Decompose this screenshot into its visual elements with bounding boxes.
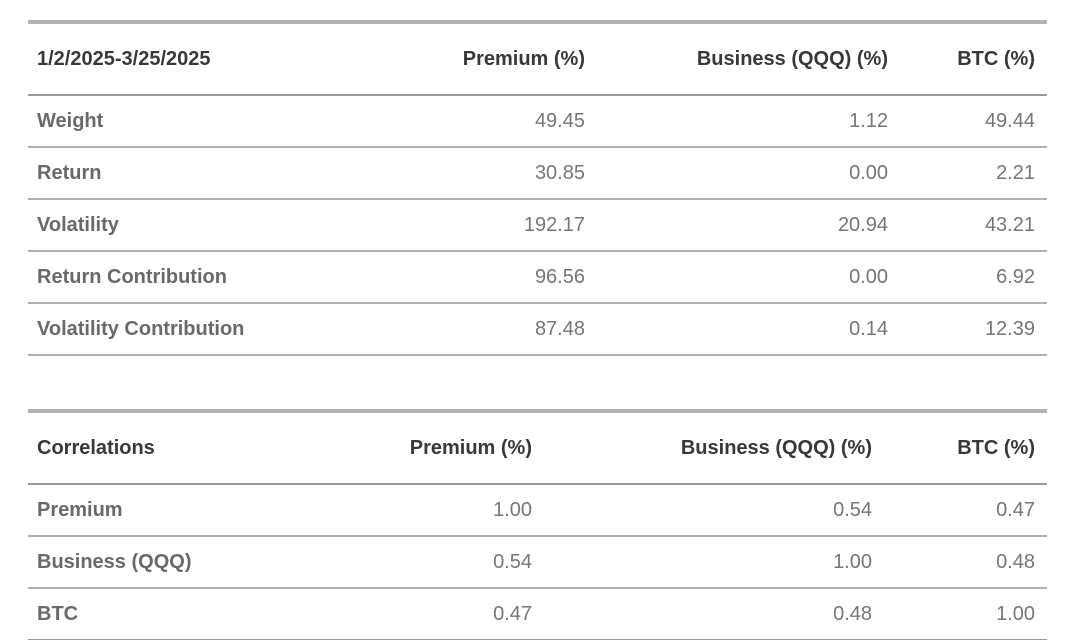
cell-value: 192.17	[348, 199, 597, 252]
cell-value: 43.21	[900, 199, 1047, 252]
btc-column-header: BTC (%)	[884, 411, 1047, 485]
cell-value: 6.92	[900, 251, 1047, 304]
date-range-header: 1/2/2025-3/25/2025	[28, 22, 348, 96]
row-label: Premium	[28, 484, 328, 537]
table-row: Weight 49.45 1.12 49.44	[28, 95, 1047, 148]
table-row: Volatility Contribution 87.48 0.14 12.39	[28, 303, 1047, 356]
row-label: Weight	[28, 95, 348, 148]
premium-column-header: Premium (%)	[348, 22, 597, 96]
row-label: Return	[28, 147, 348, 200]
cell-value: 0.00	[597, 251, 900, 304]
cell-value: 2.21	[900, 147, 1047, 200]
cell-value: 0.14	[597, 303, 900, 356]
table-row: Volatility 192.17 20.94 43.21	[28, 199, 1047, 252]
cell-value: 0.48	[884, 536, 1047, 589]
cell-value: 30.85	[348, 147, 597, 200]
table-row: BTC 0.47 0.48 1.00	[28, 588, 1047, 640]
btc-column-header: BTC (%)	[900, 22, 1047, 96]
row-label: Return Contribution	[28, 251, 348, 304]
cell-value: 0.00	[597, 147, 900, 200]
cell-value: 96.56	[348, 251, 597, 304]
cell-value: 0.54	[328, 536, 544, 589]
table-row: Return 30.85 0.00 2.21	[28, 147, 1047, 200]
table-row: Business (QQQ) 0.54 1.00 0.48	[28, 536, 1047, 589]
cell-value: 1.00	[884, 588, 1047, 640]
cell-value: 12.39	[900, 303, 1047, 356]
cell-value: 87.48	[348, 303, 597, 356]
cell-value: 1.00	[328, 484, 544, 537]
cell-value: 49.44	[900, 95, 1047, 148]
cell-value: 20.94	[597, 199, 900, 252]
performance-header-row: 1/2/2025-3/25/2025 Premium (%) Business …	[28, 22, 1047, 96]
performance-table: 1/2/2025-3/25/2025 Premium (%) Business …	[28, 20, 1047, 356]
business-qqq-column-header: Business (QQQ) (%)	[544, 411, 884, 485]
row-label: BTC	[28, 588, 328, 640]
cell-value: 0.47	[884, 484, 1047, 537]
cell-value: 0.48	[544, 588, 884, 640]
row-label: Volatility	[28, 199, 348, 252]
cell-value: 49.45	[348, 95, 597, 148]
table-row: Return Contribution 96.56 0.00 6.92	[28, 251, 1047, 304]
correlations-header-row: Correlations Premium (%) Business (QQQ) …	[28, 411, 1047, 485]
cell-value: 1.00	[544, 536, 884, 589]
correlations-title: Correlations	[28, 411, 328, 485]
business-qqq-column-header: Business (QQQ) (%)	[597, 22, 900, 96]
row-label: Volatility Contribution	[28, 303, 348, 356]
premium-column-header: Premium (%)	[328, 411, 544, 485]
cell-value: 0.47	[328, 588, 544, 640]
table-row: Premium 1.00 0.54 0.47	[28, 484, 1047, 537]
row-label: Business (QQQ)	[28, 536, 328, 589]
cell-value: 1.12	[597, 95, 900, 148]
cell-value: 0.54	[544, 484, 884, 537]
correlations-table: Correlations Premium (%) Business (QQQ) …	[28, 409, 1047, 640]
